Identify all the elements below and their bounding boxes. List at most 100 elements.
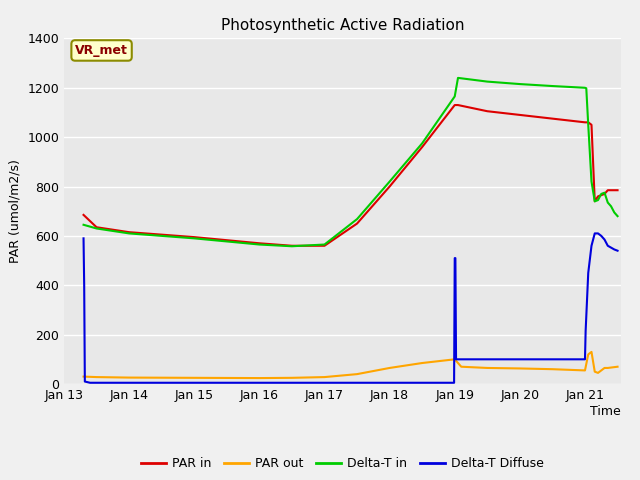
- PAR out: [483, 365, 491, 371]
- PAR in: [321, 243, 328, 249]
- X-axis label: Time: Time: [590, 405, 621, 418]
- PAR out: [321, 374, 328, 380]
- Delta-T Diffuse: [86, 380, 94, 385]
- PAR out: [597, 368, 605, 373]
- PAR out: [386, 365, 394, 371]
- PAR out: [93, 374, 100, 380]
- Delta-T in: [516, 81, 524, 87]
- Delta-T Diffuse: [288, 380, 296, 385]
- Delta-T in: [93, 226, 100, 231]
- Delta-T Diffuse: [604, 243, 612, 249]
- PAR in: [588, 122, 595, 128]
- Delta-T Diffuse: [516, 357, 524, 362]
- Delta-T in: [80, 222, 88, 228]
- PAR out: [614, 364, 621, 370]
- PAR in: [191, 234, 198, 240]
- Delta-T Diffuse: [594, 230, 602, 236]
- Delta-T Diffuse: [81, 282, 88, 288]
- Delta-T Diffuse: [80, 236, 88, 241]
- Delta-T in: [125, 230, 133, 236]
- Delta-T Diffuse: [451, 380, 458, 385]
- Delta-T in: [614, 213, 621, 219]
- PAR out: [548, 366, 556, 372]
- PAR out: [80, 374, 88, 380]
- PAR out: [353, 371, 361, 377]
- Delta-T Diffuse: [580, 357, 588, 362]
- Delta-T in: [597, 191, 605, 197]
- Line: PAR out: PAR out: [84, 352, 618, 378]
- Delta-T in: [288, 243, 296, 249]
- PAR out: [191, 375, 198, 381]
- Delta-T in: [419, 141, 426, 146]
- Line: Delta-T in: Delta-T in: [84, 78, 618, 246]
- Delta-T Diffuse: [191, 380, 198, 385]
- Title: Photosynthetic Active Radiation: Photosynthetic Active Radiation: [221, 18, 464, 33]
- Delta-T Diffuse: [93, 380, 100, 385]
- Delta-T Diffuse: [584, 270, 592, 276]
- Delta-T in: [581, 85, 589, 91]
- Delta-T in: [611, 210, 618, 216]
- PAR in: [594, 193, 602, 199]
- Delta-T Diffuse: [582, 328, 589, 334]
- Delta-T Diffuse: [611, 247, 618, 252]
- PAR out: [125, 375, 133, 381]
- Delta-T in: [548, 83, 556, 89]
- Delta-T in: [588, 179, 595, 184]
- Delta-T in: [594, 197, 602, 203]
- Legend: PAR in, PAR out, Delta-T in, Delta-T Diffuse: PAR in, PAR out, Delta-T in, Delta-T Dif…: [136, 453, 549, 476]
- Delta-T in: [451, 94, 459, 99]
- Delta-T Diffuse: [452, 255, 460, 261]
- PAR in: [483, 108, 491, 114]
- Delta-T Diffuse: [353, 380, 361, 385]
- Delta-T in: [454, 75, 462, 81]
- PAR in: [454, 102, 462, 108]
- Delta-T Diffuse: [255, 380, 263, 385]
- Delta-T Diffuse: [321, 380, 328, 385]
- Delta-T in: [591, 198, 598, 204]
- Delta-T Diffuse: [81, 379, 89, 384]
- PAR in: [591, 198, 598, 204]
- PAR out: [601, 365, 609, 371]
- PAR out: [591, 369, 598, 374]
- Delta-T Diffuse: [581, 357, 589, 362]
- Delta-T in: [584, 122, 592, 128]
- PAR in: [451, 102, 459, 108]
- Line: PAR in: PAR in: [84, 105, 618, 246]
- Delta-T Diffuse: [452, 357, 460, 362]
- Delta-T Diffuse: [588, 243, 595, 249]
- PAR in: [614, 187, 621, 193]
- Delta-T Diffuse: [591, 230, 598, 236]
- Delta-T in: [604, 200, 612, 205]
- PAR in: [581, 120, 589, 125]
- PAR out: [604, 365, 612, 371]
- Delta-T in: [386, 179, 394, 184]
- Delta-T Diffuse: [548, 357, 556, 362]
- Delta-T in: [191, 236, 198, 241]
- PAR in: [516, 112, 524, 118]
- Delta-T in: [255, 241, 263, 247]
- PAR in: [601, 191, 609, 197]
- PAR in: [386, 184, 394, 190]
- Delta-T in: [607, 204, 615, 209]
- PAR in: [255, 240, 263, 246]
- Delta-T Diffuse: [483, 357, 491, 362]
- Delta-T Diffuse: [601, 237, 609, 242]
- Delta-T Diffuse: [614, 248, 621, 253]
- PAR out: [458, 364, 465, 370]
- PAR out: [255, 375, 263, 381]
- Delta-T in: [353, 216, 361, 222]
- PAR in: [548, 116, 556, 121]
- PAR in: [288, 243, 296, 249]
- PAR out: [581, 368, 589, 373]
- PAR out: [451, 357, 459, 362]
- PAR out: [288, 375, 296, 381]
- Delta-T in: [483, 79, 491, 84]
- Delta-T Diffuse: [125, 380, 133, 385]
- Delta-T Diffuse: [386, 380, 394, 385]
- Delta-T Diffuse: [597, 233, 605, 239]
- PAR out: [419, 360, 426, 366]
- PAR in: [419, 144, 426, 150]
- PAR out: [588, 349, 595, 355]
- Text: VR_met: VR_met: [75, 44, 128, 57]
- PAR out: [454, 360, 462, 366]
